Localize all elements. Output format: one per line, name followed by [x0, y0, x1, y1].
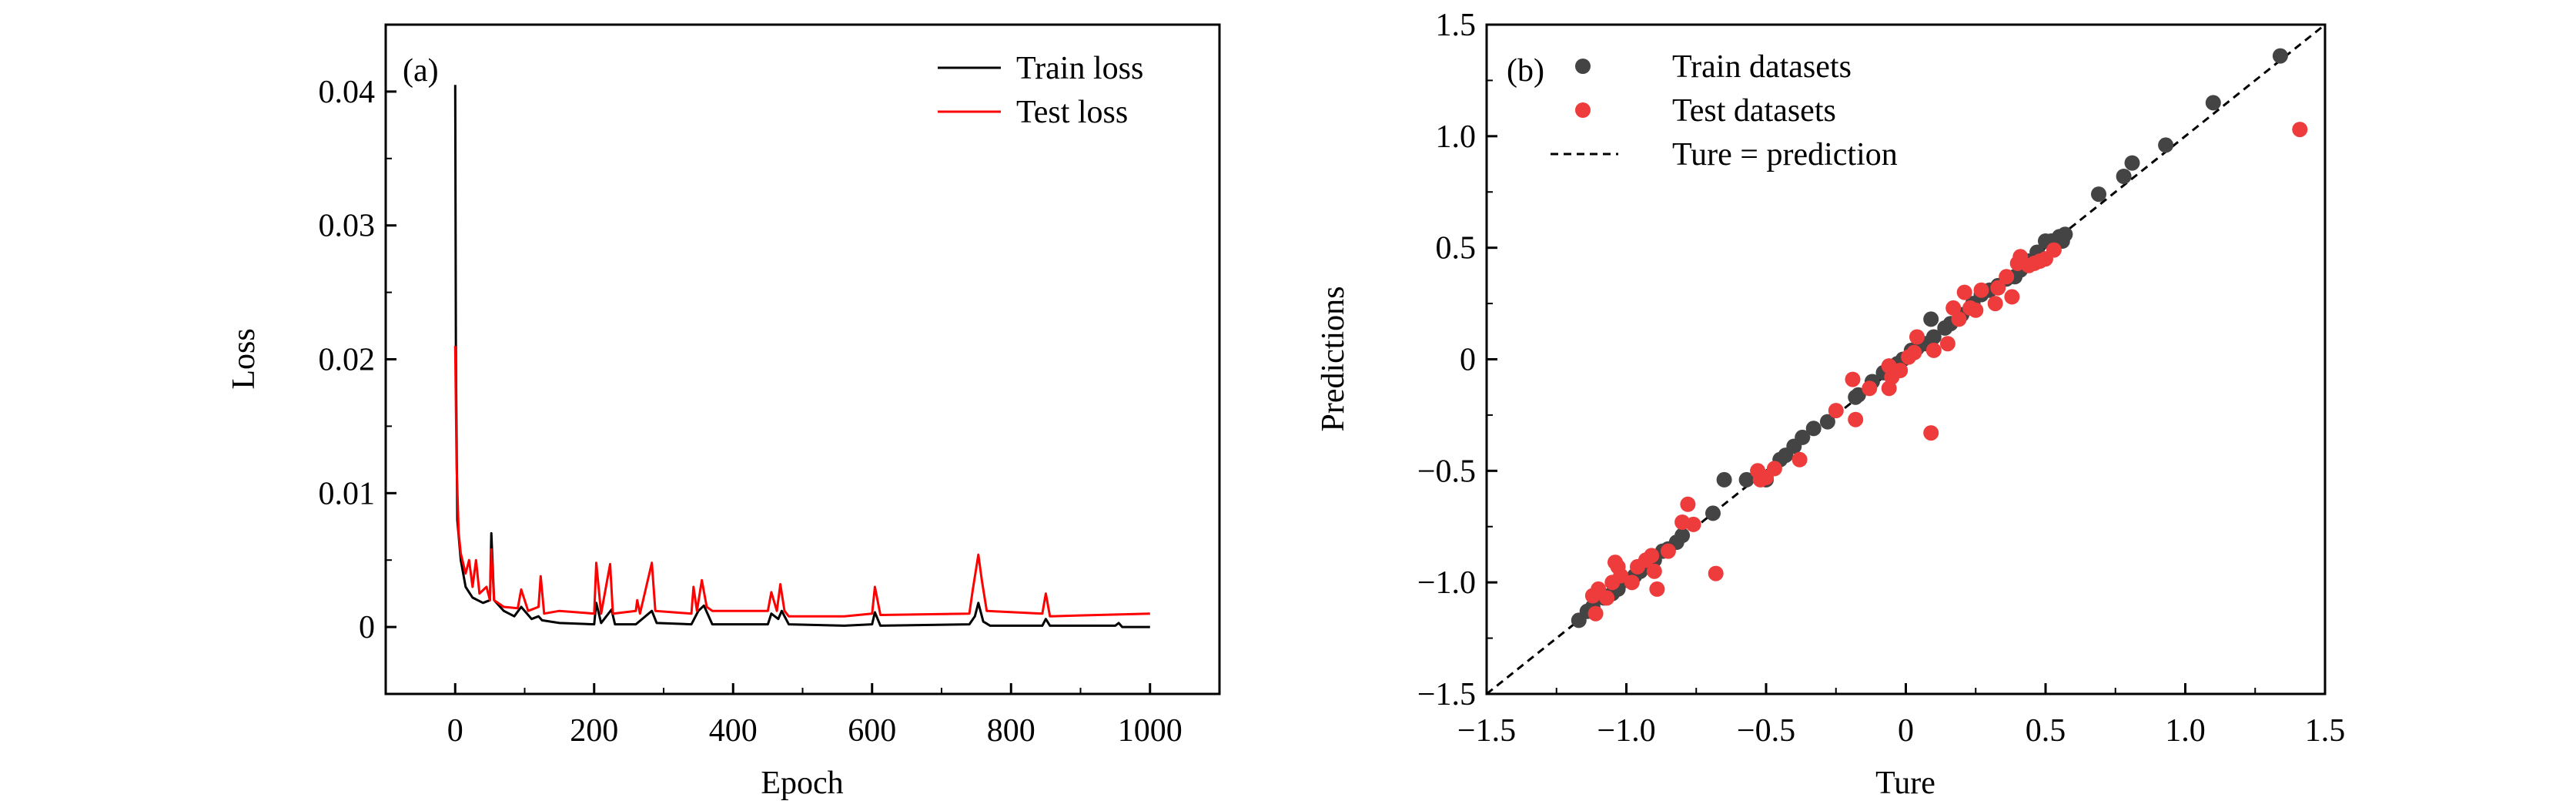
test-data-point — [1660, 543, 1676, 559]
panel-label-b: (b) — [1507, 53, 1544, 89]
train-data-point — [1795, 429, 1811, 445]
train-loss-line — [453, 85, 1150, 628]
x-tick-label: −1.0 — [1597, 713, 1655, 749]
legend-label-reference: Ture = prediction — [1672, 137, 1898, 173]
x-tick-label: −1.5 — [1457, 713, 1516, 749]
test-data-point — [2004, 289, 2020, 305]
reference-line — [1486, 23, 2326, 695]
legend-marker-test — [1575, 102, 1591, 118]
x-axis-label: Ture — [1875, 766, 1935, 801]
train-data-point — [1819, 414, 1835, 430]
test-data-point — [1909, 329, 1925, 345]
test-data-point — [1624, 575, 1640, 591]
test-data-point — [1892, 363, 1909, 378]
train-data-point — [2116, 169, 2132, 184]
test-data-point — [1925, 342, 1942, 358]
test-data-point — [1939, 336, 1955, 352]
train-data-point — [2205, 95, 2221, 111]
train-data-point — [2272, 48, 2288, 64]
test-data-point — [1680, 496, 1696, 512]
y-tick-label: −1.5 — [1417, 677, 1476, 712]
train-data-point — [1738, 471, 1755, 488]
y-tick-label: 1.5 — [1436, 8, 1477, 43]
train-data-point — [2124, 155, 2140, 171]
test-data-point — [1862, 380, 1878, 397]
y-tick-label: 0 — [1460, 343, 1476, 378]
test-data-point — [1923, 425, 1939, 441]
train-data-point — [1674, 528, 1691, 544]
y-axis-label: Predictions — [1316, 287, 1351, 432]
test-data-point — [1848, 411, 1864, 427]
y-tick-label: 0.02 — [319, 343, 376, 378]
y-tick-label: 0.03 — [319, 209, 376, 244]
x-tick-label: 1.5 — [2305, 713, 2346, 749]
y-tick-label: −1.0 — [1417, 565, 1476, 601]
x-tick-label: 200 — [570, 713, 618, 749]
legend-marker-train — [1575, 59, 1591, 74]
legend-label-train-loss: Train loss — [1016, 51, 1143, 86]
test-data-point — [2046, 242, 2062, 258]
x-tick-label: 800 — [987, 713, 1035, 749]
loss-plot-area: 0 200 400 600 800 1000 0 0.01 0.02 0.03 0.04 — [319, 75, 1220, 749]
test-data-point — [1708, 565, 1724, 581]
y-tick-label: −0.5 — [1417, 454, 1476, 489]
train-data-point — [2158, 137, 2174, 153]
test-data-point — [1610, 558, 1626, 575]
y-tick-label: 0.01 — [319, 476, 376, 511]
test-data-point — [2292, 122, 2308, 138]
test-loss-line — [453, 346, 1150, 618]
test-data-point — [1968, 302, 1984, 318]
x-tick-label: 0.5 — [2026, 713, 2066, 749]
test-data-point — [1828, 403, 1844, 419]
train-data-point — [1923, 311, 1939, 327]
x-tick-label: 600 — [848, 713, 896, 749]
x-tick-label: 1.0 — [2165, 713, 2206, 749]
x-tick-label: 400 — [709, 713, 758, 749]
test-data-point — [1951, 311, 1967, 327]
x-tick-label: 1000 — [1118, 713, 1183, 749]
legend-label-test-loss: Test loss — [1016, 95, 1128, 130]
prediction-chart-panel: −1.5 −1.0 −0.5 0 0.5 1.0 1.5 −1.5 −1.0 −0.5 0 0.5 1.… — [1316, 8, 2345, 801]
train-data-point — [1805, 421, 1822, 437]
x-tick-label: 0 — [1898, 713, 1914, 749]
train-data-point — [1925, 329, 1942, 345]
y-tick-label: 1.0 — [1436, 119, 1477, 155]
y-axis-label: Loss — [226, 328, 262, 389]
prediction-plot-frame — [1485, 23, 2327, 695]
x-tick-label: −0.5 — [1737, 713, 1795, 749]
test-data-point — [1685, 516, 1701, 532]
test-data-point — [1649, 581, 1665, 597]
legend: Train loss Test loss — [938, 51, 1143, 130]
legend-label-train: Train datasets — [1672, 49, 1852, 85]
test-data-point — [1599, 590, 1615, 606]
test-data-point — [1791, 451, 1808, 467]
legend: Train datasets Test datasets Ture = pred… — [1551, 49, 1898, 173]
panel-label-a: (a) — [403, 53, 439, 89]
y-tick-label: 0.5 — [1436, 231, 1477, 266]
legend-label-test: Test datasets — [1672, 93, 1836, 129]
test-data-point — [1587, 605, 1604, 622]
test-data-point — [1646, 563, 1662, 579]
y-tick-label: 0 — [359, 610, 375, 645]
x-tick-label: 0 — [447, 713, 463, 749]
test-data-point — [1906, 344, 1922, 360]
train-data-point — [1850, 387, 1866, 403]
y-tick-label: 0.04 — [319, 75, 376, 110]
loss-plot-frame — [384, 23, 1221, 695]
prediction-plot-area: −1.5 −1.0 −0.5 0 0.5 1.0 1.5 −1.5 −1.0 −0.5 0 0.5 1.… — [1417, 8, 2345, 749]
test-data-point — [1973, 282, 1989, 298]
test-data-point — [1845, 371, 1861, 387]
test-data-point — [1987, 296, 2003, 312]
test-data-point — [1644, 548, 1660, 564]
loss-chart-panel: 0 200 400 600 800 1000 0 0.01 0.02 0.03 0.04 (a) E… — [226, 23, 1221, 801]
test-data-point — [1999, 269, 2015, 285]
test-data-point — [1956, 284, 1972, 300]
test-data-point — [1990, 280, 2006, 296]
test-data-point — [1766, 461, 1782, 477]
train-data-point — [2091, 186, 2106, 203]
train-data-point — [1716, 471, 1732, 488]
train-data-point — [1705, 505, 1721, 521]
x-axis-label: Epoch — [761, 766, 843, 801]
